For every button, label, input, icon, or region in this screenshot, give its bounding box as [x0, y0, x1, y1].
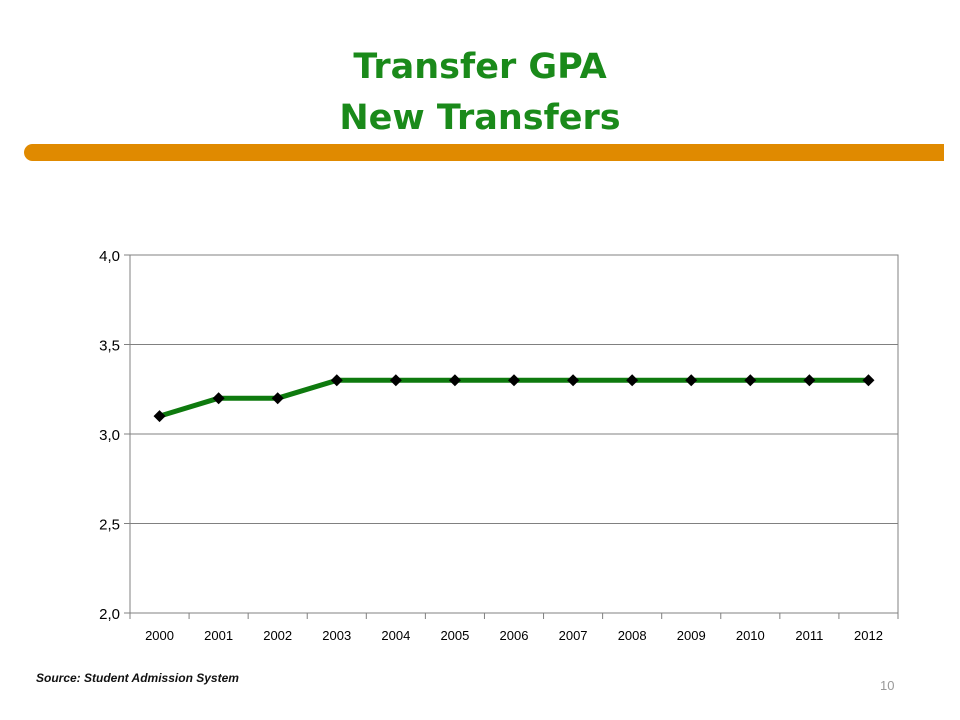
data-point-marker [153, 410, 166, 423]
data-point-marker [508, 374, 520, 387]
y-tick-label: 2,5 [99, 517, 120, 534]
data-point-marker [389, 374, 402, 387]
data-point-marker [803, 374, 816, 387]
data-point-marker [271, 392, 284, 405]
y-tick-label: 3,5 [99, 338, 120, 355]
data-point-marker [744, 374, 757, 387]
data-point-marker [626, 374, 639, 387]
y-tick-label: 3,0 [99, 427, 120, 444]
x-tick-label: 2012 [854, 628, 883, 643]
x-tick-label: 2005 [440, 628, 469, 643]
x-tick-label: 2003 [322, 628, 351, 643]
x-tick-label: 2006 [500, 628, 529, 643]
y-tick-label: 2,0 [99, 606, 120, 623]
x-tick-label: 2010 [736, 628, 765, 643]
x-tick-label: 2008 [618, 628, 647, 643]
y-tick-label: 4,0 [99, 248, 120, 265]
data-point-marker [567, 374, 580, 387]
x-tick-label: 2001 [204, 628, 233, 643]
data-point-marker [212, 392, 225, 405]
slide-title-line-1: Transfer GPA [353, 47, 607, 87]
data-point-marker [685, 374, 698, 387]
data-point-marker [862, 374, 875, 387]
data-point-marker [330, 374, 343, 387]
page-number: 10 [880, 678, 895, 693]
x-tick-label: 2009 [677, 628, 706, 643]
source-note: Source: Student Admission System [36, 671, 239, 685]
accent-bar [24, 144, 944, 161]
x-tick-label: 2011 [795, 628, 823, 643]
x-tick-label: 2004 [381, 628, 410, 643]
x-tick-label: 2002 [263, 628, 292, 643]
x-tick-label: 2000 [145, 628, 174, 643]
data-point-marker [448, 374, 461, 387]
slide-title-line-2: New Transfers [339, 98, 621, 138]
x-tick-label: 2007 [559, 628, 588, 643]
